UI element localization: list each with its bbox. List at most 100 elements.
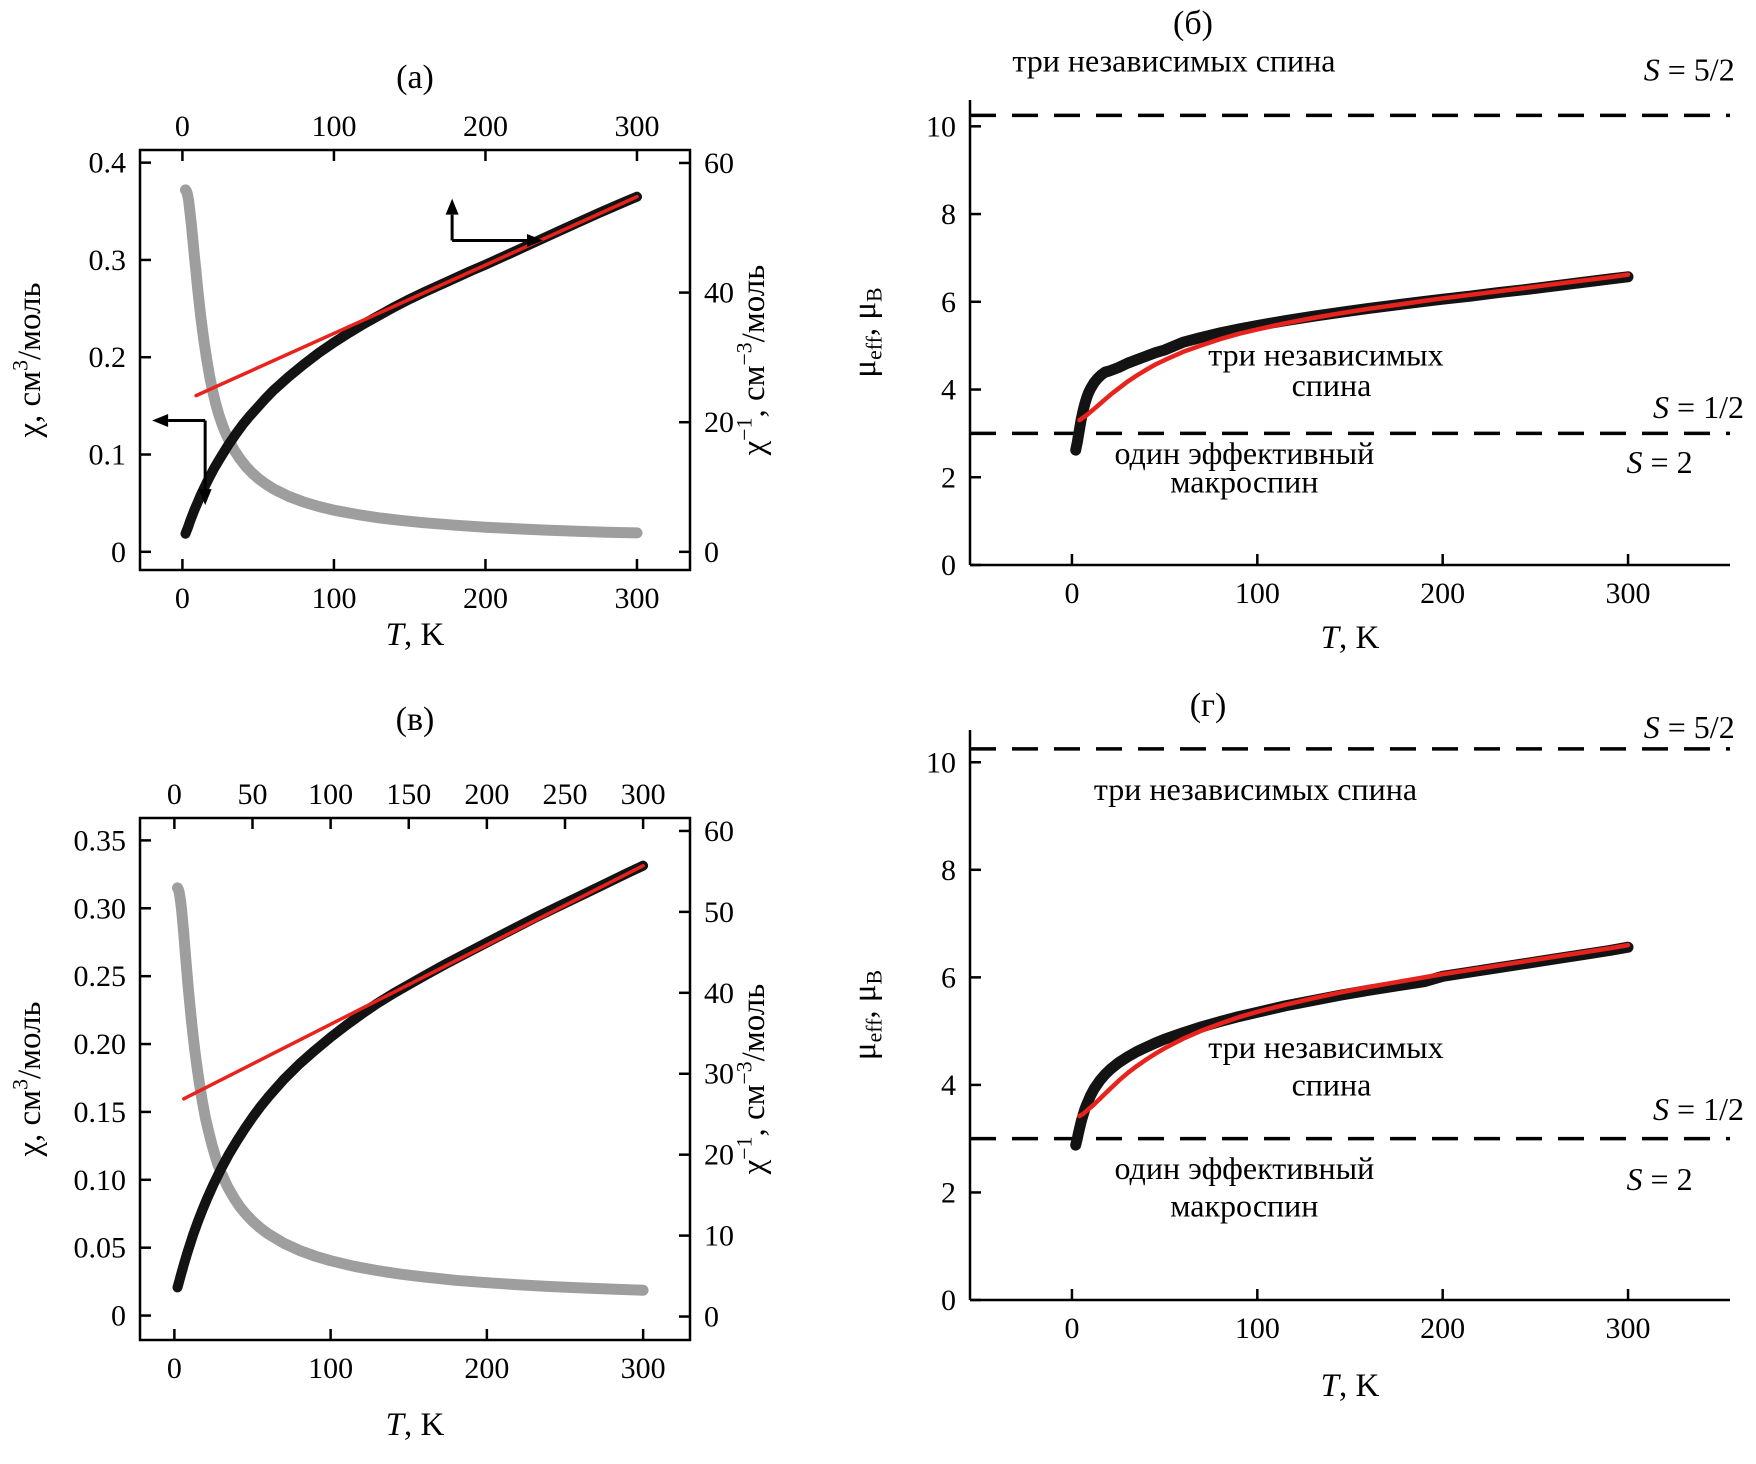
panel-title: (а)	[396, 59, 434, 96]
y-tick-label: 0.3	[89, 244, 127, 277]
x-top-tick-label: 100	[311, 110, 356, 143]
x-tick-label: 100	[1235, 1312, 1280, 1345]
y2-tick-label: 40	[704, 977, 734, 1010]
x-tick-label: 0	[1064, 577, 1079, 610]
y-tick-label: 0.25	[74, 960, 127, 993]
x-tick-label: 100	[311, 582, 356, 615]
series-mu-eff-fit	[1077, 942, 1631, 1119]
y-axis-label: χ, см3/моль	[8, 282, 48, 438]
x-axis-label: T, K	[386, 1407, 445, 1443]
y2-tick-label: 30	[704, 1058, 734, 1091]
series-curie-weiss-fit	[182, 863, 645, 1101]
x-tick-label: 0	[175, 582, 190, 615]
x-top-tick-label: 250	[543, 778, 588, 811]
arrow-head	[152, 413, 169, 427]
annotation: три независимых	[1208, 336, 1443, 372]
y-axis-label: χ, см3/моль	[8, 1001, 48, 1157]
y-tick-label: 0.15	[74, 1096, 127, 1129]
y-tick-label: 0.05	[74, 1232, 127, 1265]
y-axis-label: μeff, μB	[847, 287, 887, 377]
x-top-tick-label: 200	[463, 110, 508, 143]
annotation: макроспин	[1170, 464, 1318, 500]
y2-tick-label: 10	[704, 1220, 734, 1253]
panel-a-chi-chart: 0 100 200 300 0 100 200 300 0 0.1 0.2 0.3 0.4 0 20 40 60…	[0, 30, 800, 690]
panel-title: (б)	[1173, 5, 1213, 42]
x-tick-label: 0	[167, 1352, 182, 1385]
y2-tick-label: 20	[704, 1139, 734, 1172]
y-tick-label: 2	[941, 1176, 956, 1209]
panel-title: (в)	[396, 701, 435, 738]
y-tick-label: 0.4	[89, 147, 127, 180]
x-axis-label: T, K	[1321, 1368, 1380, 1404]
x-top-tick-label: 50	[238, 778, 268, 811]
series-curie-weiss-fit	[194, 194, 639, 398]
panel-title: (г)	[1190, 687, 1227, 724]
annotation: S = 5/2	[1644, 51, 1735, 87]
annotation: три независимых спина	[1012, 42, 1335, 78]
x-top-tick-label: 300	[614, 110, 659, 143]
y2-tick-label: 0	[704, 536, 719, 569]
x-tick-label: 100	[1235, 577, 1280, 610]
y-tick-label: 6	[941, 286, 956, 319]
x-axis-label: T, K	[386, 617, 445, 653]
y-tick-label: 0.20	[74, 1028, 127, 1061]
y2-axis-label: χ−1, см−3/моль	[732, 984, 772, 1176]
y2-axis-label: χ−1, см−3/моль	[732, 265, 772, 457]
x-top-tick-label: 0	[167, 778, 182, 811]
x-top-tick-label: 0	[175, 110, 190, 143]
x-tick-label: 300	[621, 1352, 666, 1385]
arrow-head	[198, 489, 212, 506]
panel-v-chi-chart: 0 100 200 300 0 50 100 150 200 250 300 0 0.05 0.10 0.1…	[0, 690, 800, 1464]
y-tick-label: 0.35	[74, 824, 127, 857]
annotation: S = 5/2	[1644, 709, 1735, 745]
x-tick-label: 300	[1606, 1312, 1651, 1345]
y2-tick-label: 50	[704, 896, 734, 929]
chart-g: 0 100 200 300 0 2 4 6 8 10 S = 5/2 три независимых …	[847, 687, 1744, 1404]
arrow-head	[527, 233, 544, 247]
x-tick-label: 200	[1420, 1312, 1465, 1345]
x-top-tick-label: 150	[386, 778, 431, 811]
chart-a: 0 100 200 300 0 100 200 300 0 0.1 0.2 0.3 0.4 0 20 40 60…	[8, 59, 772, 653]
annotation: S = 2	[1627, 444, 1693, 480]
y-tick-label: 8	[941, 854, 956, 887]
x-tick-label: 300	[614, 582, 659, 615]
y-tick-label: 0.30	[74, 892, 127, 925]
y-tick-label: 0.10	[74, 1164, 127, 1197]
annotation: один эффективный	[1114, 435, 1374, 471]
plot-frame	[138, 148, 692, 572]
y-tick-label: 0	[111, 536, 126, 569]
x-tick-label: 300	[1606, 577, 1651, 610]
y-axis-label: μeff, μB	[847, 970, 887, 1060]
panel-b-mueff-chart: 0 100 200 300 0 2 4 6 8 10 три независимых спина S …	[820, 0, 1756, 670]
x-tick-label: 100	[308, 1352, 353, 1385]
x-tick-label: 0	[1064, 1312, 1079, 1345]
y-tick-label: 0	[941, 1284, 956, 1317]
y-tick-label: 8	[941, 198, 956, 231]
x-top-tick-label: 100	[308, 778, 353, 811]
annotation: три независимых спина	[1094, 771, 1417, 807]
y2-tick-label: 40	[704, 277, 734, 310]
chart-b: 0 100 200 300 0 2 4 6 8 10 три независимых спина S …	[847, 5, 1744, 656]
x-axis-label: T, K	[1321, 620, 1380, 656]
panel-g-mueff-chart: 0 100 200 300 0 2 4 6 8 10 S = 5/2 три независимых …	[820, 687, 1756, 1464]
x-tick-label: 200	[1420, 577, 1465, 610]
annotation: S = 2	[1627, 1161, 1693, 1197]
annotation: S = 1/2	[1653, 389, 1744, 425]
y-tick-label: 6	[941, 961, 956, 994]
series-chi-vs-T	[172, 882, 649, 1296]
y2-tick-label: 20	[704, 406, 734, 439]
x-tick-label: 200	[463, 582, 508, 615]
x-top-tick-label: 200	[464, 778, 509, 811]
series-chi-vs-T	[180, 184, 643, 539]
y-tick-label: 10	[926, 746, 956, 779]
y2-tick-label: 0	[704, 1301, 719, 1334]
annotation: три независимых	[1208, 1029, 1443, 1065]
series-inverse-chi-vs-T	[172, 860, 649, 1293]
y-tick-label: 0	[941, 549, 956, 582]
series-mu-eff-fit	[1077, 272, 1631, 423]
annotation: один эффективный	[1114, 1150, 1374, 1186]
annotation: макроспин	[1170, 1188, 1318, 1224]
x-top-tick-label: 300	[621, 778, 666, 811]
y-tick-label: 0.2	[89, 341, 127, 374]
